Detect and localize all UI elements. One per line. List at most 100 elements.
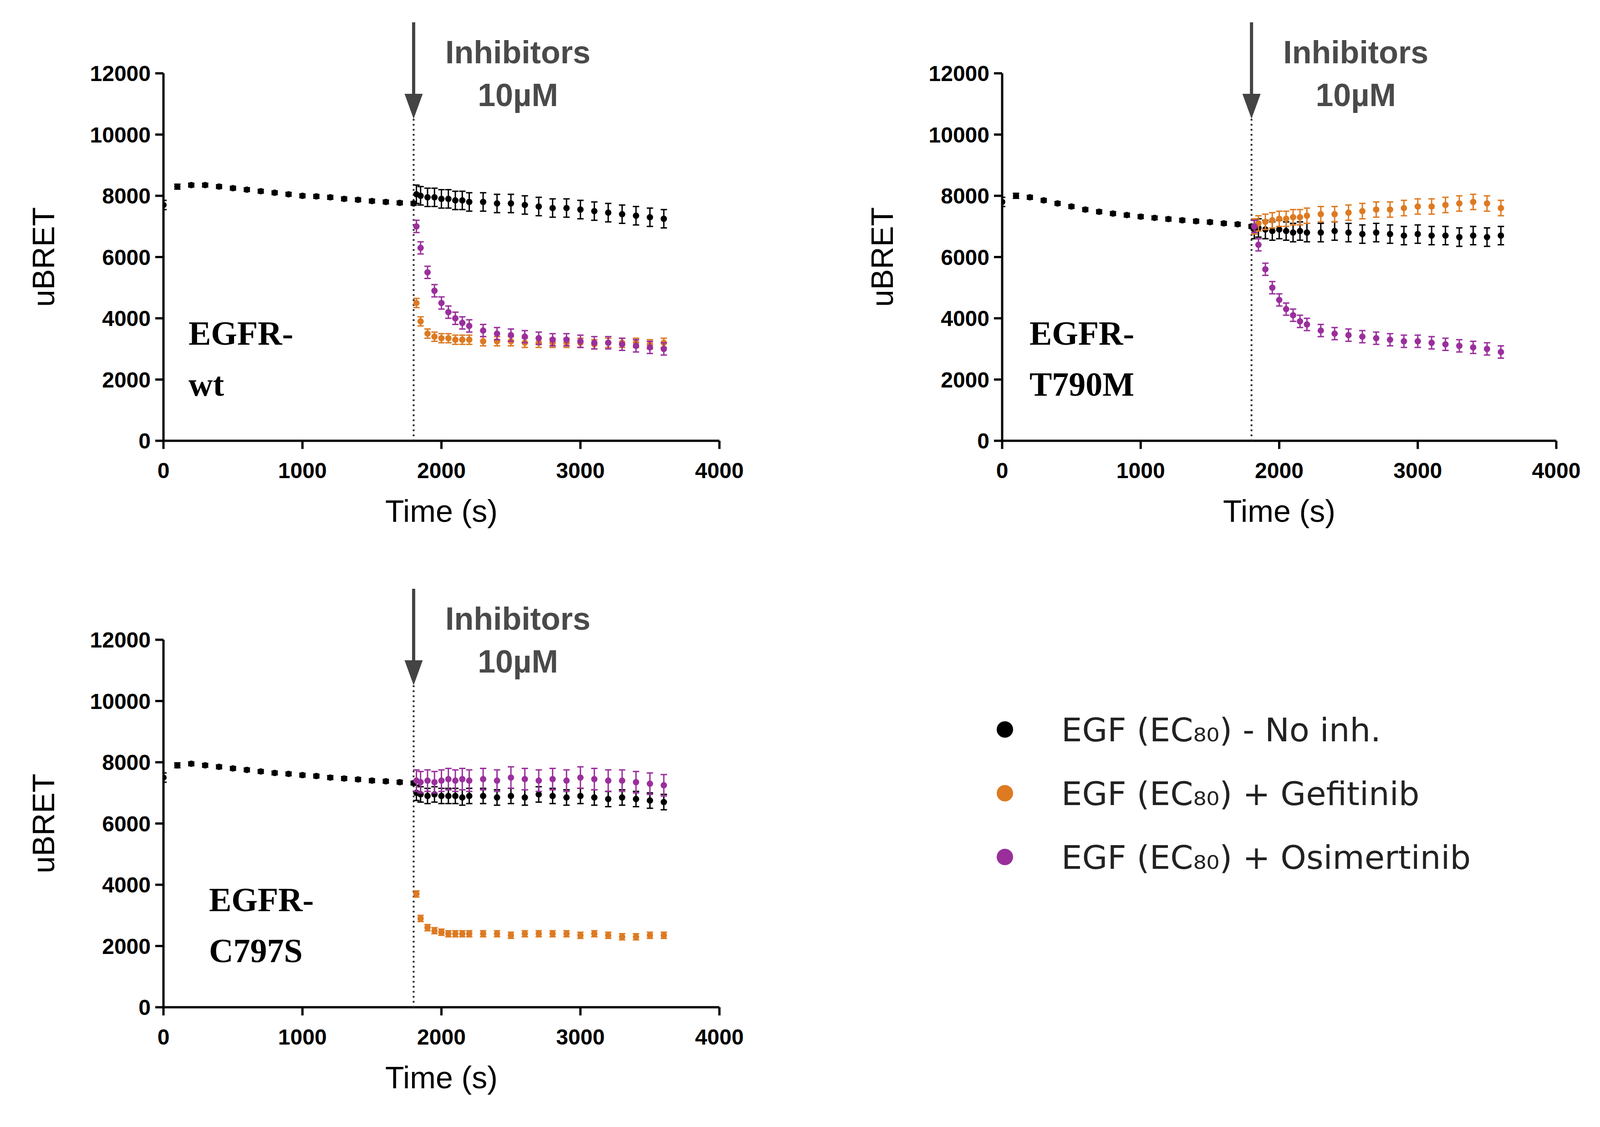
series [163,181,668,228]
data-point [257,768,265,775]
data-point [591,930,598,938]
data-point [507,200,515,207]
data-point [1276,215,1283,222]
data-point [577,792,584,800]
error-bar [632,771,640,793]
data-point [424,193,431,201]
error-bar [577,788,584,804]
data-point [431,287,438,294]
error-bar [1283,302,1290,316]
legend-marker [996,721,1014,738]
data-point [1296,214,1304,221]
error-bar [521,768,529,790]
error-bar [1331,206,1338,223]
y-tick [993,133,1003,136]
error-bar [417,915,424,922]
data-point [494,200,501,207]
error-bar [618,338,626,351]
error-bar [521,789,529,806]
error-bar [479,336,487,346]
error-bar [1400,226,1407,245]
data-point [163,201,167,209]
y-tick [155,255,164,259]
x-tick [1278,440,1281,449]
data-point [1289,229,1297,236]
error-bar [1331,221,1338,240]
data-point [1456,234,1463,241]
arrow-head [404,660,423,686]
y-tick [155,822,164,825]
data-point [188,760,195,767]
error-bar [507,766,515,789]
error-bar [591,768,598,790]
data-point [1400,232,1407,239]
error-bar [632,933,640,940]
error-bar [1303,318,1310,331]
data-point [1220,220,1228,227]
data-point [354,776,362,783]
data-point [1469,232,1477,239]
y-tick [155,944,164,948]
data-point [431,333,438,340]
data-point [438,335,445,342]
data-point [494,330,501,337]
data-point [466,792,473,800]
data-point [417,192,424,199]
data-point [1359,208,1366,215]
error-bar [438,929,445,936]
plot-area [163,181,668,355]
data-point [1331,227,1338,235]
error-bar [605,203,612,222]
error-bar [445,333,452,343]
error-bar [479,788,487,804]
error-bar [563,789,570,806]
data-point [646,780,653,787]
y-tick [155,439,164,443]
y-tick-label: 2000 [101,367,151,393]
error-bar [163,773,167,783]
data-point [1262,218,1269,225]
data-point [660,781,668,789]
data-point [605,777,612,784]
data-point [438,299,445,306]
data-point [591,339,598,347]
error-bar [591,930,598,937]
data-point [1026,193,1034,201]
y-tick [993,439,1003,443]
error-bar [1483,342,1491,356]
error-bar [1289,309,1297,322]
data-point [1303,212,1310,220]
data-point [1442,232,1449,239]
data-point [1296,318,1304,325]
data-point [341,775,348,782]
x-axis-title: Time (s) [385,493,498,529]
error-bar [1428,198,1435,215]
data-point [632,933,640,940]
error-bar [494,930,501,937]
data-point [410,200,417,207]
data-point [445,930,452,938]
series [413,220,668,356]
error-bar [563,769,570,792]
error-bar [507,788,515,804]
error-bar [535,930,542,937]
inhibitor-line [412,685,415,1008]
y-tick-label: 6000 [940,245,990,270]
data-point [424,330,431,337]
data-point [1082,206,1089,213]
error-bar [521,330,529,343]
data-point [466,198,473,205]
data-point [605,339,612,347]
data-point [466,930,473,938]
data-point [313,193,320,200]
data-point [646,932,653,939]
error-bar [445,305,452,319]
plot-area [163,760,668,940]
data-point [1345,331,1352,339]
y-tick-label: 8000 [940,183,990,209]
data-point [396,779,403,786]
data-point [1456,200,1463,207]
error-bar [605,932,612,938]
data-point [563,930,570,938]
annotation-text: 10µM [1315,77,1397,113]
